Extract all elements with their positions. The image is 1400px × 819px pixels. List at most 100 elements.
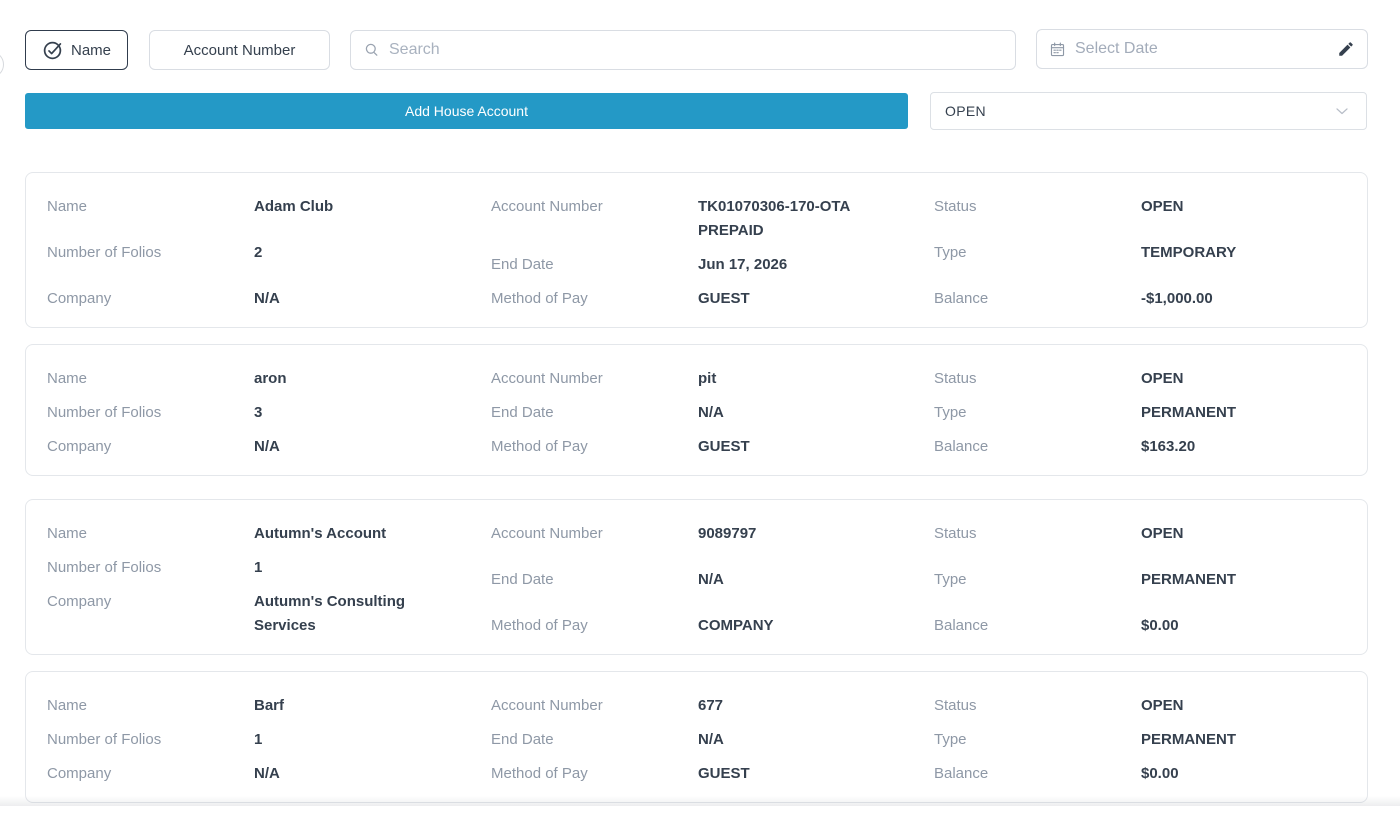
house-account-card[interactable]: Name aron Number of Folios 3 Company N/A… xyxy=(25,344,1368,476)
field-row-end-date: End Date N/A xyxy=(491,568,934,592)
field-label: Name xyxy=(47,525,88,542)
field-row-end-date: End Date N/A xyxy=(491,401,934,425)
calendar-icon xyxy=(1049,41,1066,58)
search-by-account-number-toggle[interactable]: Account Number xyxy=(149,30,330,70)
field-value-status: OPEN xyxy=(1141,370,1184,387)
field-label: Balance xyxy=(934,290,989,307)
field-value-balance: $163.20 xyxy=(1141,438,1196,455)
field-row-type: Type PERMANENT xyxy=(934,401,1349,425)
field-value-name: Autumn's Account xyxy=(254,525,387,542)
add-house-account-button[interactable]: Add House Account xyxy=(25,93,908,129)
field-value-company: N/A xyxy=(254,765,280,782)
edit-pencil-icon[interactable] xyxy=(1337,40,1355,58)
card-column-identity: Name Adam Club Number of Folios 2 Compan… xyxy=(47,195,491,311)
field-label: Status xyxy=(934,198,977,215)
field-value-name: Adam Club xyxy=(254,198,334,215)
field-label: Method of Pay xyxy=(491,765,588,782)
field-label: Type xyxy=(934,731,967,748)
field-label: Method of Pay xyxy=(491,438,588,455)
field-row-type: Type TEMPORARY xyxy=(934,241,1349,265)
search-by-account-number-label: Account Number xyxy=(183,41,296,59)
field-row-type: Type PERMANENT xyxy=(934,728,1349,752)
field-row-method-of-pay: Method of Pay GUEST xyxy=(491,435,934,459)
card-column-account: Account Number 9089797 End Date N/A Meth… xyxy=(491,522,934,638)
field-row-name: Name aron xyxy=(47,367,491,391)
field-value-account-number: 9089797 xyxy=(698,525,757,542)
field-label: End Date xyxy=(491,731,554,748)
field-label: Account Number xyxy=(491,525,603,542)
field-label: Number of Folios xyxy=(47,404,162,421)
field-row-company: Company N/A xyxy=(47,762,491,786)
field-label: Type xyxy=(934,571,967,588)
field-value-method-of-pay: GUEST xyxy=(698,290,750,307)
field-row-company: Company N/A xyxy=(47,287,491,311)
field-row-balance: Balance -$1,000.00 xyxy=(934,287,1349,311)
field-value-type: TEMPORARY xyxy=(1141,244,1237,261)
field-label: Type xyxy=(934,244,967,261)
search-field-container xyxy=(350,30,1016,70)
field-row-folios: Number of Folios 1 xyxy=(47,556,491,580)
field-label: Balance xyxy=(934,438,989,455)
status-filter-dropdown[interactable]: OPEN xyxy=(930,92,1367,130)
field-row-folios: Number of Folios 3 xyxy=(47,401,491,425)
field-value-status: OPEN xyxy=(1141,697,1184,714)
field-value-account-number: pit xyxy=(698,370,717,387)
field-value-method-of-pay: COMPANY xyxy=(698,617,774,634)
field-label: Number of Folios xyxy=(47,559,162,576)
field-row-folios: Number of Folios 2 xyxy=(47,241,491,265)
field-row-end-date: End Date Jun 17, 2026 xyxy=(491,253,934,277)
search-by-name-toggle[interactable]: Name xyxy=(25,30,128,70)
edge-handle-circle xyxy=(0,51,4,78)
field-label: Method of Pay xyxy=(491,290,588,307)
field-row-company: Company N/A xyxy=(47,435,491,459)
house-account-card[interactable]: Name Autumn's Account Number of Folios 1… xyxy=(25,499,1368,655)
house-account-card[interactable]: Name Barf Number of Folios 1 Company N/A… xyxy=(25,671,1368,803)
field-label: Name xyxy=(47,697,88,714)
field-value-name: Barf xyxy=(254,697,285,714)
field-label: Account Number xyxy=(491,697,603,714)
card-column-account: Account Number 677 End Date N/A Method o… xyxy=(491,694,934,786)
field-label: Account Number xyxy=(491,198,603,215)
house-account-card[interactable]: Name Adam Club Number of Folios 2 Compan… xyxy=(25,172,1368,328)
card-column-status: Status OPEN Type PERMANENT Balance $163.… xyxy=(934,367,1349,459)
field-label: Balance xyxy=(934,765,989,782)
field-value-company: Autumn's Consulting Services xyxy=(254,593,406,634)
field-value-company: N/A xyxy=(254,438,280,455)
select-date-placeholder: Select Date xyxy=(1075,40,1158,57)
field-value-end-date: N/A xyxy=(698,404,724,421)
field-value-balance: $0.00 xyxy=(1141,765,1179,782)
field-row-status: Status OPEN xyxy=(934,195,1349,219)
field-row-method-of-pay: Method of Pay GUEST xyxy=(491,287,934,311)
field-row-status: Status OPEN xyxy=(934,367,1349,391)
field-row-method-of-pay: Method of Pay GUEST xyxy=(491,762,934,786)
field-row-status: Status OPEN xyxy=(934,694,1349,718)
search-input[interactable] xyxy=(389,41,1002,59)
field-value-type: PERMANENT xyxy=(1141,731,1237,748)
field-label: Account Number xyxy=(491,370,603,387)
field-row-account-number: Account Number 677 xyxy=(491,694,934,718)
field-row-type: Type PERMANENT xyxy=(934,568,1349,592)
field-row-name: Name Adam Club xyxy=(47,195,491,219)
field-label: Status xyxy=(934,697,977,714)
field-value-account-number: TK01070306-170-OTA PREPAID xyxy=(698,198,850,239)
field-row-account-number: Account Number TK01070306-170-OTA PREPAI… xyxy=(491,195,934,243)
field-label: Company xyxy=(47,290,112,307)
field-value-method-of-pay: GUEST xyxy=(698,765,750,782)
select-date-field[interactable]: Select Date xyxy=(1036,29,1368,69)
field-row-name: Name Barf xyxy=(47,694,491,718)
field-label: Type xyxy=(934,404,967,421)
add-house-account-label: Add House Account xyxy=(405,103,528,119)
field-value-type: PERMANENT xyxy=(1141,571,1237,588)
field-value-status: OPEN xyxy=(1141,198,1184,215)
status-filter-value: OPEN xyxy=(945,103,986,119)
field-row-method-of-pay: Method of Pay COMPANY xyxy=(491,614,934,638)
field-label: Method of Pay xyxy=(491,617,588,634)
card-column-status: Status OPEN Type PERMANENT Balance $0.00 xyxy=(934,694,1349,786)
field-value-method-of-pay: GUEST xyxy=(698,438,750,455)
card-column-status: Status OPEN Type TEMPORARY Balance -$1,0… xyxy=(934,195,1349,311)
field-row-balance: Balance $0.00 xyxy=(934,762,1349,786)
field-label: Number of Folios xyxy=(47,731,162,748)
card-column-identity: Name aron Number of Folios 3 Company N/A xyxy=(47,367,491,459)
search-icon xyxy=(364,42,380,58)
field-value-account-number: 677 xyxy=(698,697,724,714)
